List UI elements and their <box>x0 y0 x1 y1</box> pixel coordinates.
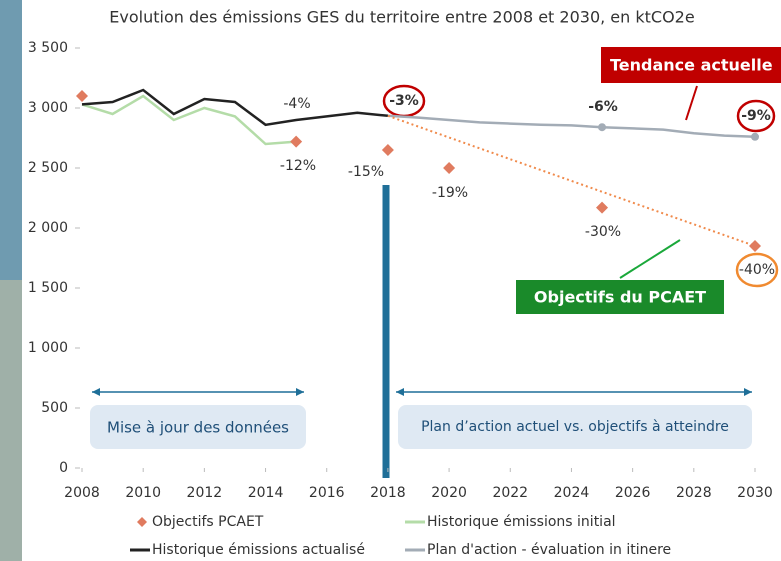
y-tick-label: 1 000 <box>28 340 68 356</box>
x-tick-label: 2024 <box>554 485 590 501</box>
legend-label: Historique émissions initial <box>427 514 616 530</box>
y-tick-label: 2 000 <box>28 220 68 236</box>
line-marker <box>751 132 759 141</box>
period-label: Plan d’action actuel vs. objectifs à att… <box>421 419 729 435</box>
y-tick-label: 3 000 <box>28 100 68 116</box>
y-tick-label: 2 500 <box>28 160 68 176</box>
callout-pointer <box>685 85 698 121</box>
callout-box <box>601 47 781 83</box>
map-edge <box>0 0 22 280</box>
callout: Tendance actuelle <box>610 56 773 75</box>
annotation: -3% <box>389 93 419 109</box>
x-tick-label: 2012 <box>187 485 223 501</box>
x-tick-label: 2022 <box>492 485 528 501</box>
annotation: -19% <box>432 185 468 201</box>
objective-point <box>443 162 456 174</box>
x-tick-label: 2010 <box>125 485 161 501</box>
objective-point <box>290 135 303 148</box>
objective-point <box>381 144 394 156</box>
y-tick-label: 0 <box>59 460 68 476</box>
annotation: -12% <box>280 158 316 174</box>
legend-label: Plan d'action - évaluation in itinere <box>427 542 671 558</box>
callout: Objectifs du PCAET <box>534 288 706 307</box>
x-tick-label: 2030 <box>737 485 773 501</box>
x-tick-label: 2018 <box>370 485 406 501</box>
x-tick-label: 2028 <box>676 485 712 501</box>
period-box <box>90 405 306 449</box>
series-line <box>81 88 389 127</box>
y-tick-label: 1 500 <box>28 280 68 296</box>
period-box <box>398 405 752 449</box>
annotation: -30% <box>585 224 621 240</box>
y-tick-label: 500 <box>41 400 68 416</box>
series-line <box>387 114 756 139</box>
series-line <box>81 94 297 146</box>
highlight-circle <box>736 99 776 133</box>
x-tick-label: 2016 <box>309 485 345 501</box>
y-tick-label: 3 500 <box>28 40 68 56</box>
objective-point <box>76 90 88 102</box>
x-tick-label: 2008 <box>64 485 100 501</box>
chart-title: Evolution des émissions GES du territoir… <box>109 8 694 27</box>
line-marker <box>598 123 607 132</box>
objective-point <box>596 201 609 214</box>
annotation: -40% <box>739 262 775 278</box>
x-tick-label: 2026 <box>615 485 651 501</box>
callout-pointer <box>619 239 681 279</box>
legend-swatch <box>137 517 147 527</box>
annotation: -6% <box>588 99 618 115</box>
annotation: -15% <box>348 164 384 180</box>
highlight-circle <box>735 252 779 288</box>
objective-point <box>749 240 761 252</box>
legend-label: Historique émissions actualisé <box>152 542 365 558</box>
annotation: -4% <box>283 96 310 112</box>
x-tick-label: 2020 <box>431 485 467 501</box>
period-label: Mise à jour des données <box>107 419 289 437</box>
legend-label: Objectifs PCAET <box>152 514 264 530</box>
annotation: -9% <box>741 108 771 124</box>
x-tick-label: 2014 <box>248 485 284 501</box>
callout-box <box>516 280 724 314</box>
